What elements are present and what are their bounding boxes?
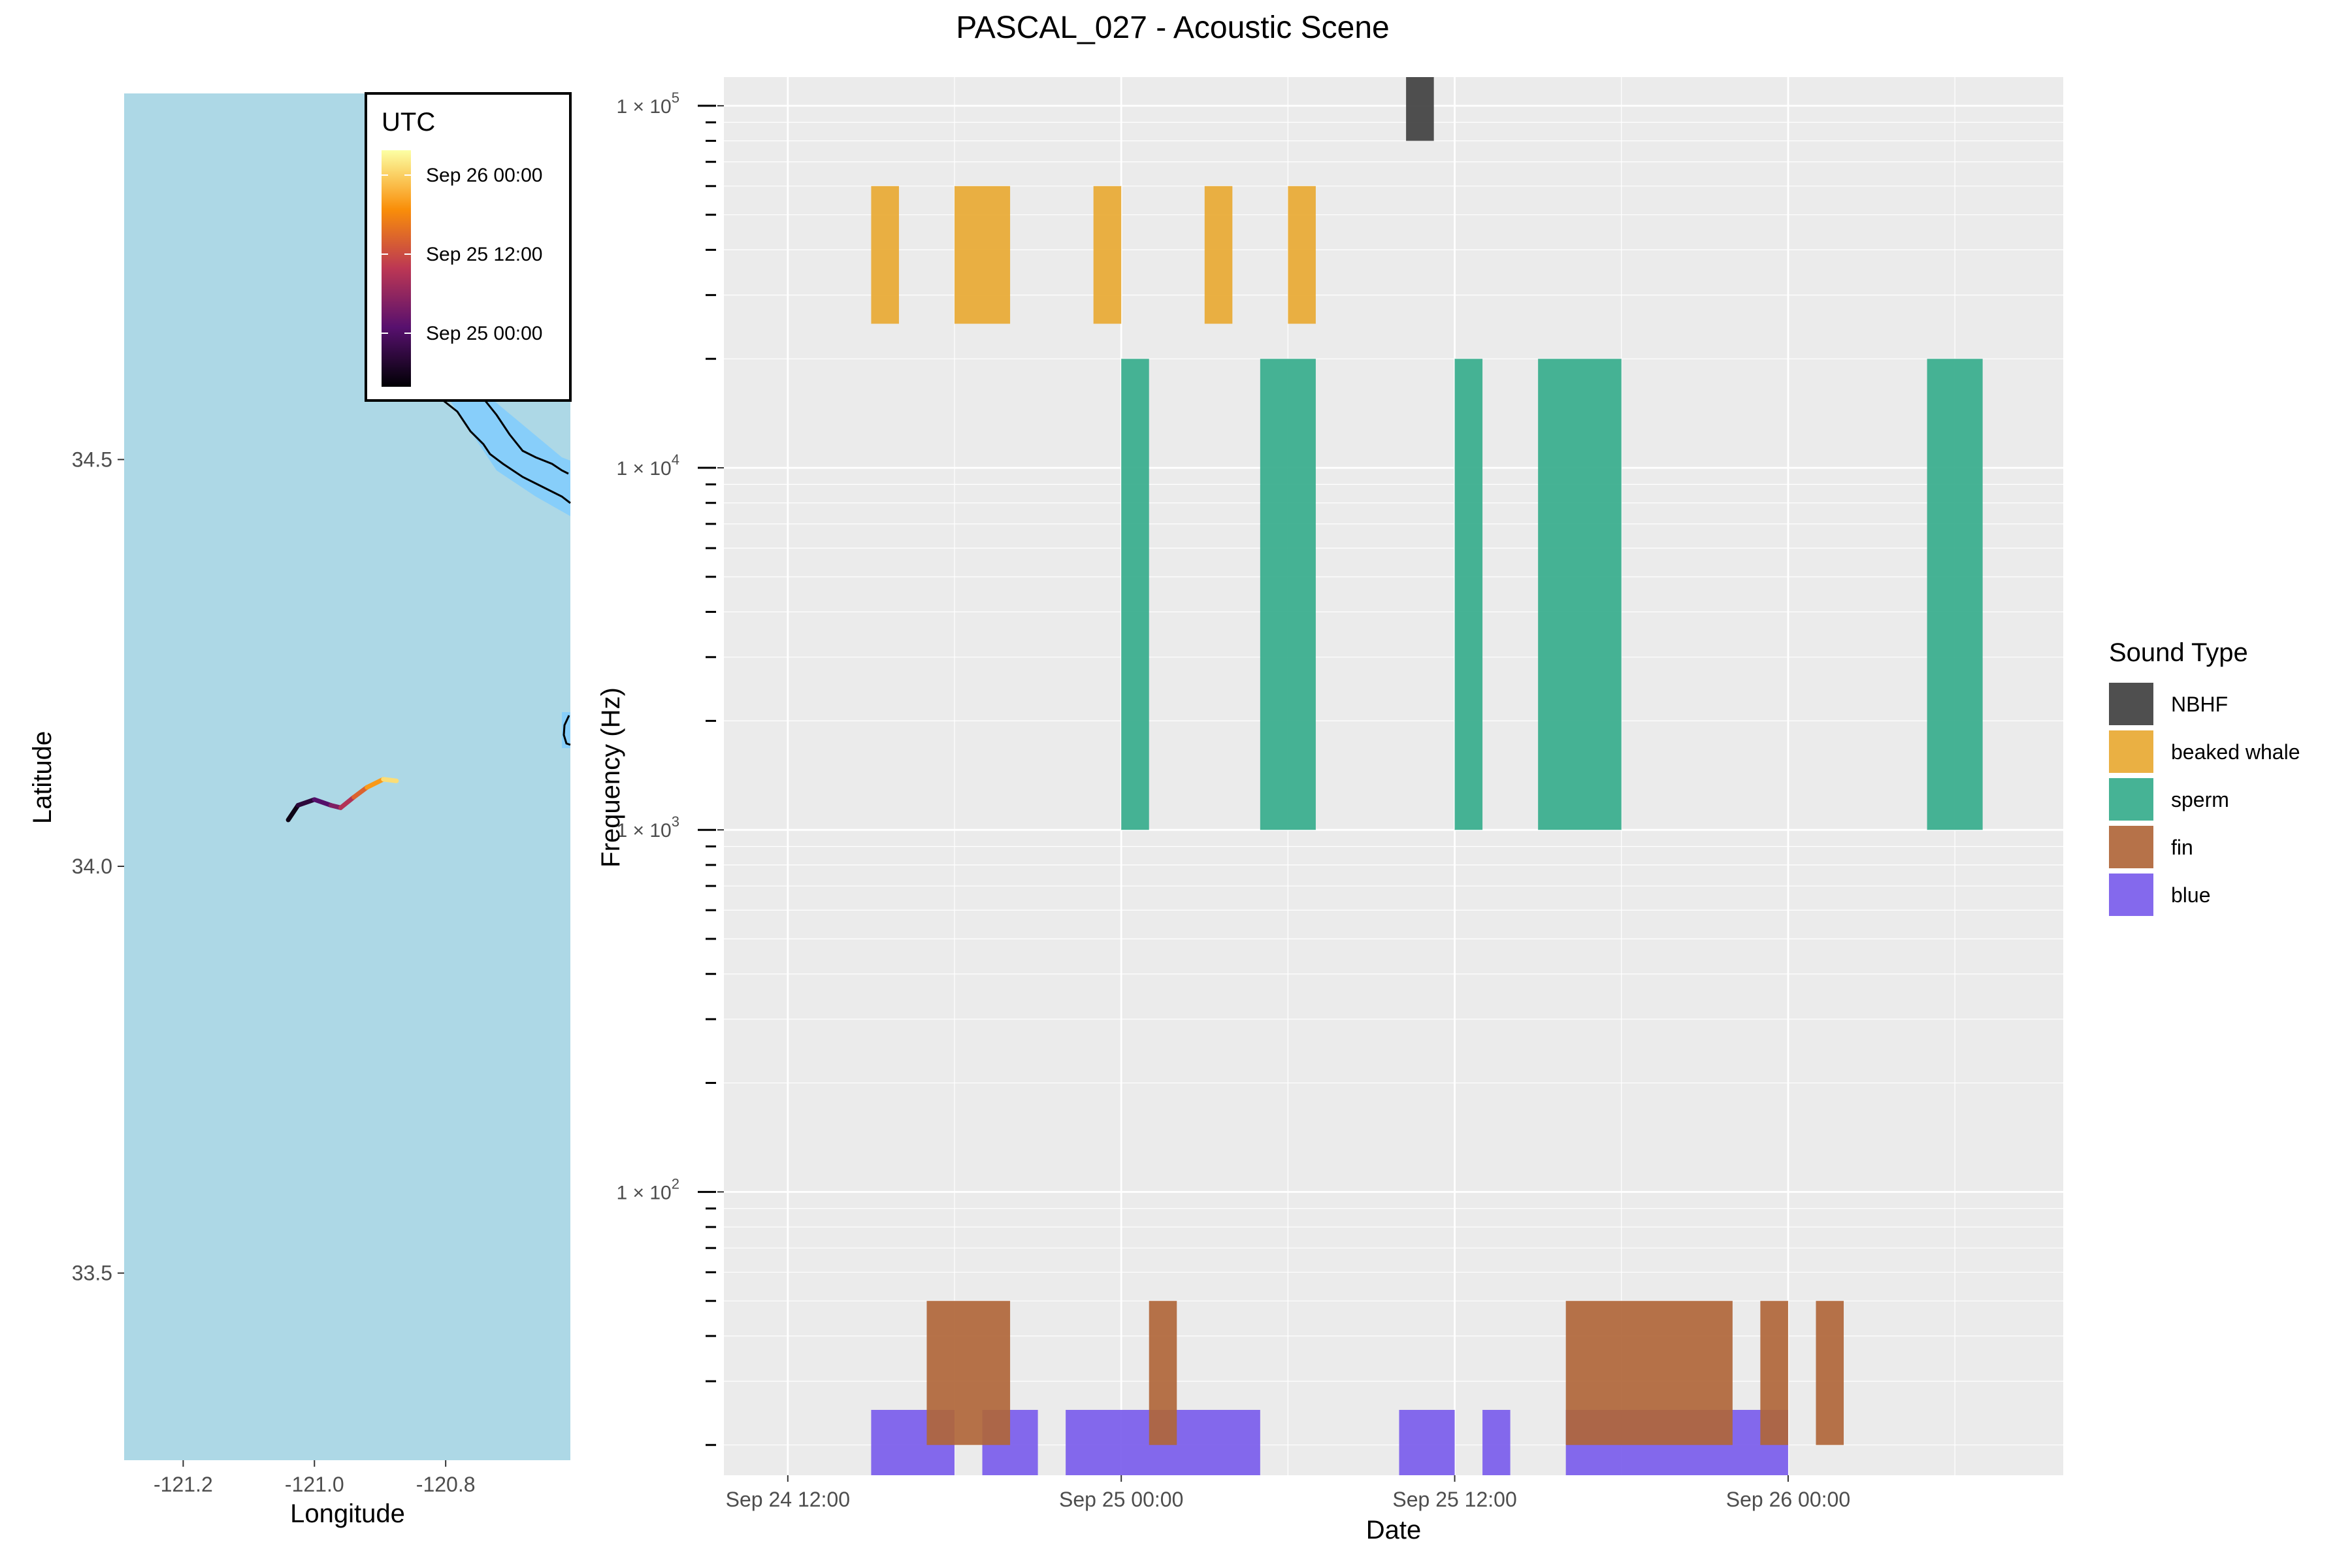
x-tick-label: Sep 24 12:00	[726, 1488, 850, 1511]
map-x-axis: -121.2 -121.0 -120.8	[154, 1460, 476, 1496]
legend-label: fin	[2171, 836, 2193, 859]
colorbar-gradient	[382, 150, 411, 387]
ship-track-segment	[351, 785, 370, 800]
legend-label: sperm	[2171, 788, 2229, 811]
event-bar-beaked-whale	[1093, 186, 1122, 324]
legend-title: Sound Type	[2109, 638, 2248, 667]
plot-panel-background	[724, 77, 2063, 1475]
event-bar-sperm	[1121, 359, 1149, 830]
event-bar-beaked-whale	[871, 186, 899, 324]
map-island-shelf	[562, 712, 570, 748]
y-tick-label: 1 × 103	[617, 813, 680, 841]
x-tick-label: Sep 25 12:00	[1392, 1488, 1516, 1511]
event-bar-beaked-whale	[1288, 186, 1316, 324]
x-axis: Sep 24 12:00 Sep 25 00:00 Sep 25 12:00 Sep …	[726, 1475, 1850, 1511]
y-axis-title: Frequency (Hz)	[596, 687, 625, 868]
map-x-tick-label: -121.2	[154, 1473, 213, 1496]
map-y-tick-label: 33.5	[72, 1262, 112, 1285]
y-axis: 1 × 102 1 × 103 1 × 104 1 × 105	[617, 90, 724, 1446]
map-x-tick-label: -120.8	[416, 1473, 476, 1496]
map-coastline-outer	[482, 398, 569, 475]
x-tick-label: Sep 26 00:00	[1726, 1488, 1850, 1511]
colorbar-label: Sep 26 00:00	[426, 165, 543, 186]
event-bar-beaked-whale	[955, 186, 1011, 324]
map-island-coastline	[563, 715, 571, 746]
y-tick-label: 1 × 105	[617, 90, 680, 118]
event-bar-blue	[1482, 1409, 1511, 1475]
event-bar-sperm	[1927, 359, 1983, 830]
ship-track-segment	[338, 794, 357, 810]
x-tick-label: Sep 25 00:00	[1059, 1488, 1183, 1511]
map-x-axis-title: Longitude	[290, 1499, 405, 1528]
map-coastline-inner	[438, 396, 571, 504]
event-bar-sperm	[1454, 359, 1483, 830]
utc-colorbar-legend: UTC Sep 26 00:00 Sep 25 12:00 Sep 25 00:…	[365, 92, 572, 402]
event-rectangles	[871, 77, 1983, 1475]
map-x-tick-label: -121.0	[285, 1473, 344, 1496]
map-panel: -121.2 -121.0 -120.8 34.5 34.0 33.5 Longitud…	[28, 92, 572, 1528]
event-bar-nbhf	[1406, 77, 1434, 141]
map-y-tick-label: 34.5	[72, 448, 112, 471]
ship-track-segment	[312, 797, 333, 808]
ship-track-segment	[295, 797, 317, 808]
x-axis-title: Date	[1366, 1516, 1422, 1544]
sound-type-legend: Sound Type NBHF beaked whale sperm fin blue	[2109, 638, 2300, 916]
event-bar-beaked-whale	[1204, 186, 1233, 324]
map-y-axis-title: Latitude	[28, 731, 57, 824]
map-y-tick-label: 34.0	[72, 855, 112, 878]
ship-track-segment	[381, 777, 399, 783]
event-bar-blue	[1399, 1409, 1455, 1475]
colorbar-title: UTC	[382, 108, 435, 137]
ship-track-segment	[286, 803, 301, 823]
acoustic-chart-panel: Sep 24 12:00 Sep 25 00:00 Sep 25 12:00 Sep …	[596, 77, 2063, 1544]
legend-key	[2109, 778, 2153, 821]
event-bar-fin	[1565, 1301, 1733, 1445]
legend-label: beaked whale	[2171, 740, 2300, 764]
event-bar-fin	[1816, 1301, 1844, 1445]
legend-key	[2109, 826, 2153, 868]
colorbar-label: Sep 25 12:00	[426, 244, 543, 265]
colorbar-label: Sep 25 00:00	[426, 323, 543, 344]
legend-key	[2109, 730, 2153, 773]
y-tick-label: 1 × 104	[617, 451, 680, 480]
event-bar-fin	[1149, 1301, 1177, 1445]
legend-key	[2109, 874, 2153, 916]
map-y-axis: 34.5 34.0 33.5	[72, 448, 124, 1285]
chart-title: PASCAL_027 - Acoustic Scene	[956, 10, 1390, 45]
legend-label: blue	[2171, 883, 2211, 907]
ship-track-segment	[365, 777, 386, 790]
legend-label: NBHF	[2171, 693, 2228, 716]
event-bar-sperm	[1538, 359, 1622, 830]
y-tick-label: 1 × 102	[617, 1175, 680, 1203]
event-bar-sperm	[1260, 359, 1316, 830]
legend-key	[2109, 683, 2153, 725]
event-bar-fin	[1760, 1301, 1788, 1445]
event-bar-fin	[926, 1301, 1011, 1445]
ship-track	[286, 777, 399, 823]
